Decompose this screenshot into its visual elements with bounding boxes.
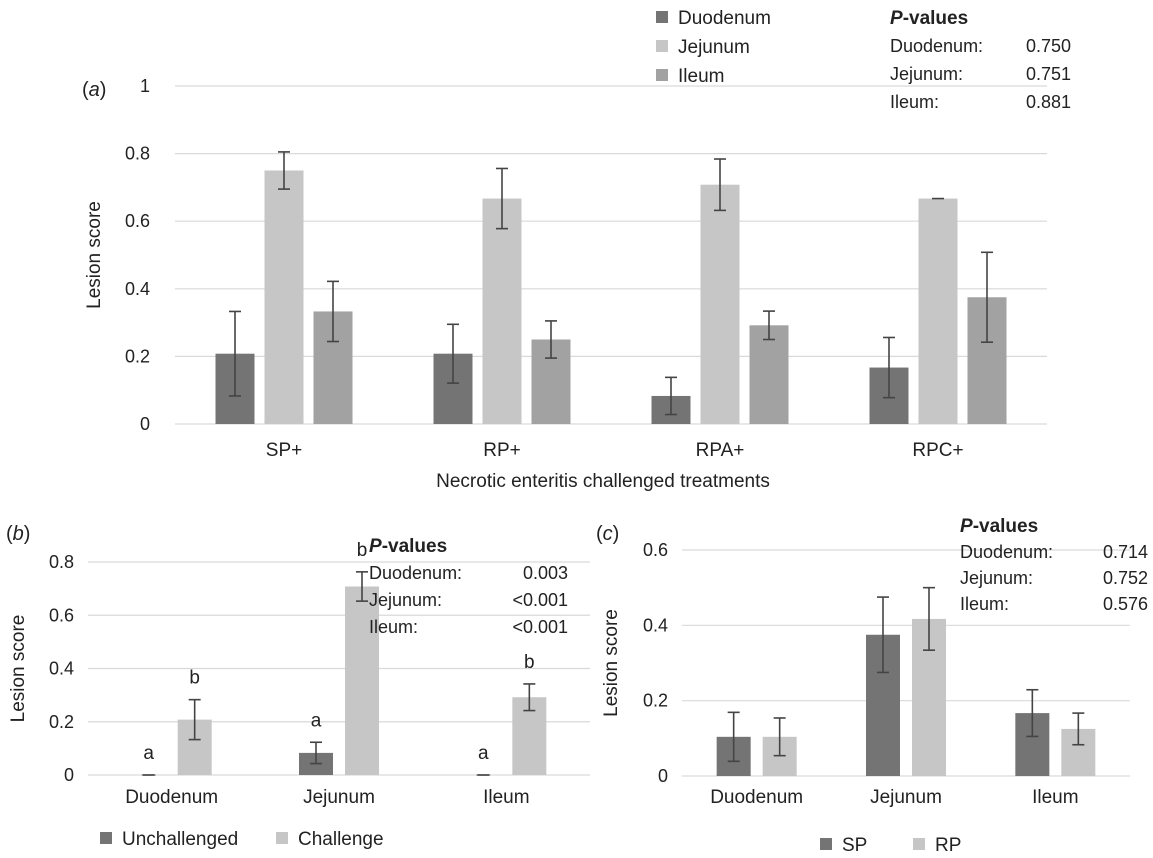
pvalue-label: Ileum: <box>960 594 1009 614</box>
bar <box>345 586 379 775</box>
y-axis-title: Lesion score <box>84 201 105 309</box>
x-category-label: RP+ <box>483 440 521 461</box>
bar <box>264 170 304 424</box>
legend-label: Unchallenged <box>122 829 238 850</box>
y-tick-label: 0.8 <box>49 552 74 572</box>
y-tick-label: 1 <box>140 76 150 96</box>
x-category-label: Duodenum <box>125 787 218 808</box>
x-category-label: Jejunum <box>303 787 375 808</box>
pvalue-label: Duodenum: <box>369 563 462 583</box>
x-category-label: SP+ <box>266 440 302 461</box>
legend-swatch <box>913 838 925 850</box>
y-tick-label: 0.2 <box>643 691 668 711</box>
pvalue-value: 0.003 <box>523 563 568 583</box>
x-category-label: Duodenum <box>710 787 803 808</box>
legend-swatch <box>820 838 832 850</box>
pvalue-value: <0.001 <box>512 617 568 637</box>
x-axis-title: Necrotic enteritis challenged treatments <box>436 471 770 492</box>
pvalue-label: Jejunum: <box>890 64 963 84</box>
bar <box>749 325 789 424</box>
x-category-label: Jejunum <box>870 787 942 808</box>
significance-letter: a <box>478 743 489 764</box>
y-tick-label: 0 <box>140 414 150 434</box>
pvalue-label: Duodenum: <box>890 36 983 56</box>
pvalue-value: 0.714 <box>1103 542 1148 562</box>
legend-swatch <box>656 40 668 52</box>
legend-label: Jejunum <box>678 37 750 58</box>
significance-letter: a <box>143 743 154 764</box>
pvalue-value: <0.001 <box>512 590 568 610</box>
y-tick-label: 0.4 <box>125 279 150 299</box>
y-tick-label: 0.2 <box>49 712 74 732</box>
legend-swatch <box>656 11 668 23</box>
legend-label: RP <box>935 835 961 856</box>
pvalue-label: Ileum: <box>369 617 418 637</box>
y-axis-title: Lesion score <box>601 609 622 717</box>
legend-label: Ileum <box>678 66 724 87</box>
legend-swatch <box>100 832 112 844</box>
y-tick-label: 0.6 <box>643 540 668 560</box>
pvalue-label: Duodenum: <box>960 542 1053 562</box>
pvalue-value: 0.752 <box>1103 568 1148 588</box>
bar <box>482 198 522 424</box>
pvalue-value: 0.881 <box>1026 92 1071 112</box>
y-tick-label: 0 <box>64 765 74 785</box>
y-tick-label: 0 <box>658 766 668 786</box>
panel-a-chart: 0 0.2 0.4 0.6 0.8 1 SP+ RP+ RPA+ RPC+ Necrotic ent… <box>82 8 1071 492</box>
pvalues-title: P-values <box>890 8 968 29</box>
panel-label: (c) <box>596 523 619 545</box>
panel-b-chart: 0 0.2 0.4 0.6 0.8 a b Duodenum a b Jejunum a b Ileum L… <box>6 523 590 850</box>
pvalue-value: 0.750 <box>1026 36 1071 56</box>
bar <box>918 198 958 424</box>
y-tick-label: 0.4 <box>643 615 668 635</box>
significance-letter: b <box>357 540 368 561</box>
pvalues-title: P-values <box>960 516 1038 537</box>
x-category-label: RPA+ <box>696 440 745 461</box>
legend-swatch <box>276 832 288 844</box>
significance-letter: a <box>311 710 322 731</box>
y-tick-label: 0.4 <box>49 659 74 679</box>
y-axis-title: Lesion score <box>8 615 29 723</box>
y-tick-label: 0.6 <box>49 605 74 625</box>
pvalue-label: Ileum: <box>890 92 939 112</box>
y-tick-label: 0.6 <box>125 211 150 231</box>
legend-label: Duodenum <box>678 8 771 29</box>
y-tick-label: 0.8 <box>125 144 150 164</box>
pvalue-value: 0.751 <box>1026 64 1071 84</box>
y-tick-label: 0.2 <box>125 346 150 366</box>
pvalue-label: Jejunum: <box>960 568 1033 588</box>
pvalue-label: Jejunum: <box>369 590 442 610</box>
significance-letter: b <box>189 668 200 689</box>
panel-c-chart: 0 0.2 0.4 0.6 Duodenum Jejunum Ileum Lesion sco… <box>596 516 1148 856</box>
panel-label: (a) <box>82 79 106 101</box>
x-category-label: RPC+ <box>912 440 963 461</box>
legend-swatch <box>656 69 668 81</box>
x-category-label: Ileum <box>1032 787 1078 808</box>
x-category-label: Ileum <box>483 787 529 808</box>
legend-label: SP <box>842 835 867 856</box>
legend-label: Challenge <box>298 829 384 850</box>
panel-label: (b) <box>6 523 30 545</box>
bar <box>700 184 740 424</box>
pvalues-title: P-values <box>369 536 447 557</box>
pvalue-value: 0.576 <box>1103 594 1148 614</box>
significance-letter: b <box>524 652 535 673</box>
